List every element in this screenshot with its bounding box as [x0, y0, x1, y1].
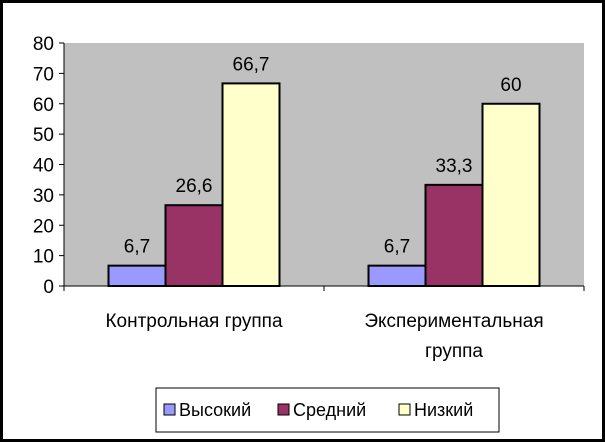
- y-tick-label: 60: [33, 95, 54, 116]
- data-label: 26,6: [176, 176, 213, 197]
- data-label: 60: [500, 75, 521, 96]
- data-label: 33,3: [436, 156, 473, 177]
- legend-swatch: [398, 403, 411, 416]
- y-tick-label: 70: [33, 64, 54, 85]
- bar-1-1: [107, 264, 167, 287]
- legend: Высокий Средний Низкий: [155, 387, 500, 433]
- x-category-label: Экспериментальная: [364, 311, 543, 332]
- x-category-label: группа: [425, 341, 483, 362]
- y-tick-label: 10: [33, 247, 54, 268]
- bar-2-2: [424, 183, 484, 288]
- x-category-label: Контрольная группа: [105, 311, 283, 332]
- bar-chart: 0 10 20 30 40 50 60 70 80 6,7 26,6 66,7 Контрольная…: [33, 34, 585, 433]
- y-tick-label: 30: [33, 186, 54, 207]
- data-label: 6,7: [384, 237, 410, 258]
- y-tick-label: 20: [33, 216, 54, 237]
- y-tick-label: 0: [43, 277, 54, 298]
- y-tick-label: 40: [33, 156, 54, 177]
- y-tick-label: 80: [33, 34, 54, 55]
- bar-3-2: [481, 102, 541, 287]
- legend-swatch: [277, 403, 290, 416]
- legend-label: Низкий: [414, 400, 473, 420]
- data-label: 66,7: [233, 54, 270, 75]
- bar-3-1: [221, 82, 281, 288]
- legend-label: Средний: [293, 400, 366, 420]
- bar-2-1: [164, 204, 224, 287]
- y-tick-label: 50: [33, 125, 54, 146]
- data-label: 6,7: [124, 237, 150, 258]
- legend-box: [155, 387, 500, 433]
- legend-label: Высокий: [179, 400, 251, 420]
- legend-swatch: [163, 403, 176, 416]
- bar-1-2: [367, 264, 427, 287]
